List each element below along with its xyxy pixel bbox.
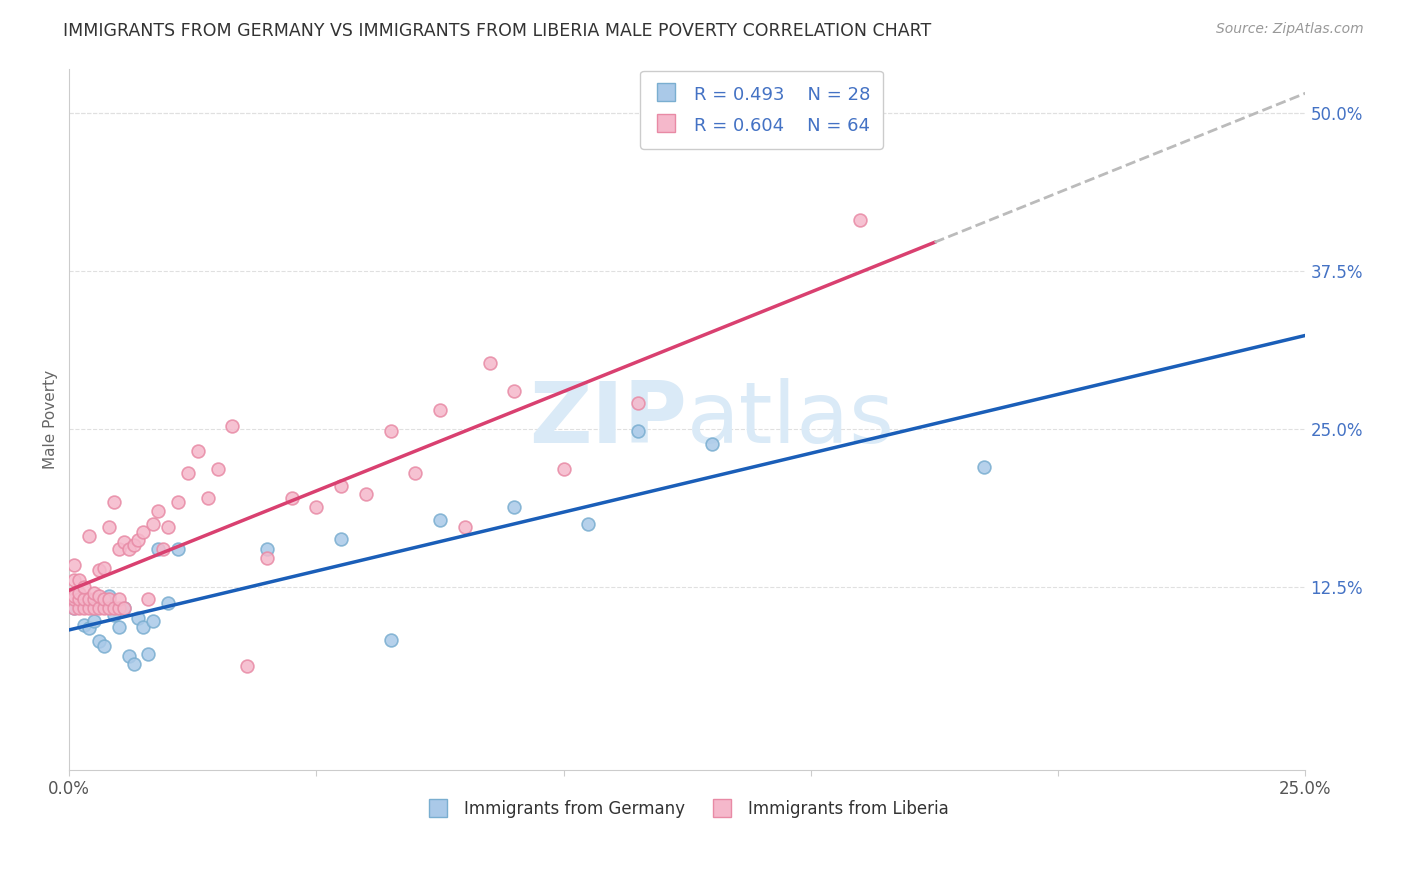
Point	[700, 437, 723, 451]
Point	[157, 596, 180, 610]
Point	[627, 396, 650, 410]
Point	[280, 491, 302, 506]
Point	[207, 462, 229, 476]
Point	[103, 607, 125, 622]
Point	[454, 520, 477, 534]
Point	[67, 574, 90, 588]
Point	[429, 402, 451, 417]
Point	[63, 601, 86, 615]
Point	[107, 541, 129, 556]
Point	[138, 647, 160, 661]
Point	[87, 563, 110, 577]
Point	[138, 592, 160, 607]
Point	[553, 462, 575, 476]
Point	[478, 356, 501, 370]
Point	[330, 532, 353, 546]
Point	[256, 541, 278, 556]
Point	[112, 601, 135, 615]
Point	[73, 580, 96, 594]
Point	[97, 601, 120, 615]
Point	[97, 520, 120, 534]
Point	[63, 601, 86, 615]
Point	[187, 444, 209, 458]
Point	[97, 592, 120, 607]
Point	[103, 495, 125, 509]
Point	[503, 384, 526, 398]
Point	[87, 634, 110, 648]
Point	[973, 459, 995, 474]
Point	[63, 558, 86, 573]
Point	[77, 592, 100, 607]
Point	[157, 520, 180, 534]
Point	[63, 592, 86, 607]
Point	[354, 487, 377, 501]
Point	[627, 424, 650, 438]
Point	[73, 601, 96, 615]
Point	[236, 659, 259, 673]
Text: ZIP: ZIP	[530, 377, 688, 461]
Point	[849, 213, 872, 227]
Point	[63, 574, 86, 588]
Point	[380, 632, 402, 647]
Text: IMMIGRANTS FROM GERMANY VS IMMIGRANTS FROM LIBERIA MALE POVERTY CORRELATION CHAR: IMMIGRANTS FROM GERMANY VS IMMIGRANTS FR…	[63, 22, 932, 40]
Point	[83, 601, 105, 615]
Point	[167, 495, 190, 509]
Point	[77, 622, 100, 636]
Legend: Immigrants from Germany, Immigrants from Liberia: Immigrants from Germany, Immigrants from…	[419, 794, 956, 825]
Text: Source: ZipAtlas.com: Source: ZipAtlas.com	[1216, 22, 1364, 37]
Point	[87, 601, 110, 615]
Point	[112, 601, 135, 615]
Point	[167, 541, 190, 556]
Point	[87, 589, 110, 603]
Point	[132, 525, 155, 540]
Point	[73, 592, 96, 607]
Point	[93, 639, 115, 653]
Point	[305, 500, 328, 514]
Point	[107, 620, 129, 634]
Point	[142, 614, 165, 628]
Point	[83, 614, 105, 628]
Point	[67, 586, 90, 600]
Point	[380, 424, 402, 438]
Point	[256, 550, 278, 565]
Point	[177, 466, 200, 480]
Point	[77, 529, 100, 543]
Point	[103, 601, 125, 615]
Point	[429, 513, 451, 527]
Point	[122, 657, 145, 671]
Y-axis label: Male Poverty: Male Poverty	[44, 369, 58, 469]
Point	[132, 620, 155, 634]
Point	[83, 586, 105, 600]
Point	[127, 533, 149, 547]
Point	[63, 589, 86, 603]
Point	[404, 466, 426, 480]
Point	[148, 541, 170, 556]
Point	[67, 592, 90, 607]
Point	[148, 504, 170, 518]
Point	[152, 541, 174, 556]
Point	[142, 516, 165, 531]
Point	[67, 601, 90, 615]
Point	[112, 535, 135, 549]
Point	[503, 500, 526, 514]
Point	[93, 561, 115, 575]
Point	[83, 592, 105, 607]
Point	[93, 592, 115, 607]
Point	[221, 419, 243, 434]
Text: atlas: atlas	[688, 377, 896, 461]
Point	[107, 592, 129, 607]
Point	[77, 601, 100, 615]
Point	[73, 617, 96, 632]
Point	[122, 538, 145, 552]
Point	[197, 491, 219, 506]
Point	[117, 541, 139, 556]
Point	[97, 589, 120, 603]
Point	[93, 601, 115, 615]
Point	[107, 601, 129, 615]
Point	[330, 478, 353, 492]
Point	[117, 649, 139, 664]
Point	[578, 516, 600, 531]
Point	[127, 611, 149, 625]
